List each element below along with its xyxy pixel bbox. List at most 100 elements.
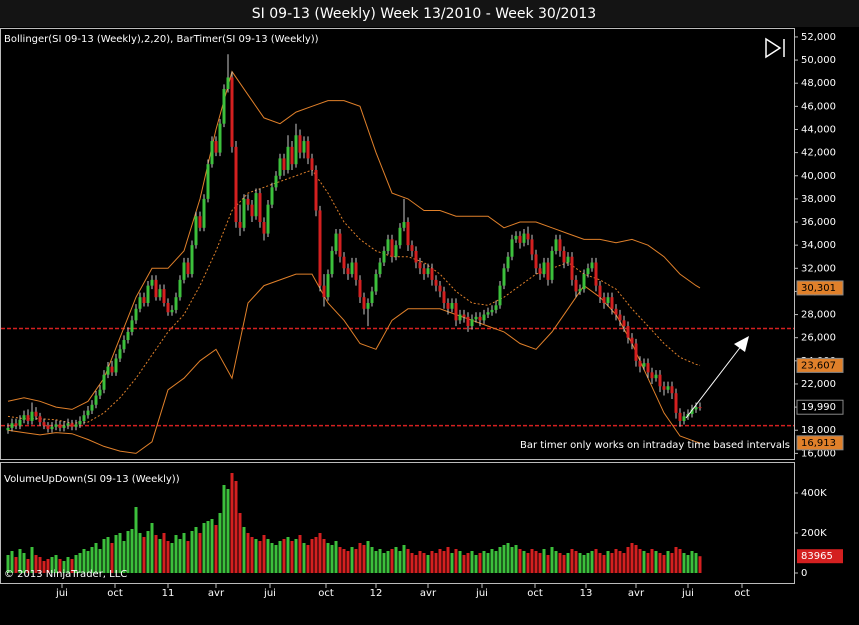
x-tick-label: oct [734, 588, 750, 599]
candle-body [550, 250, 554, 280]
candle-body [282, 158, 286, 170]
volume-bar [286, 537, 290, 573]
volume-bar [686, 555, 690, 573]
candle-body [534, 254, 538, 269]
x-tick-label: 13 [580, 588, 593, 599]
volume-bar [250, 537, 254, 573]
volume-bar [382, 553, 386, 573]
candle-body [386, 239, 390, 251]
candle-body [626, 326, 630, 338]
volume-panel [0, 462, 795, 584]
candle-body [338, 233, 342, 257]
candle-body [634, 343, 638, 361]
volume-bar [430, 551, 434, 573]
candle-body [630, 337, 634, 344]
volume-bar [294, 539, 298, 573]
candle-body [142, 297, 146, 303]
volume-bar [334, 541, 338, 573]
candle-body [342, 256, 346, 269]
candle-body [458, 314, 462, 321]
volume-bar [666, 551, 670, 573]
volume-bar [402, 545, 406, 573]
candle-body [30, 411, 34, 421]
candle-body [658, 374, 662, 387]
bollinger-lower [7, 273, 701, 454]
y-tick-label: 28,000 [801, 310, 836, 321]
candle-body [126, 331, 130, 341]
volume-bar [670, 553, 674, 573]
y-tick-label: 32,000 [801, 263, 836, 274]
volume-bar [106, 537, 110, 573]
candle-body [330, 250, 334, 275]
volume-bar [210, 519, 214, 573]
volume-bar [366, 541, 370, 573]
candle-body [418, 262, 422, 269]
candle-body [670, 386, 674, 394]
volume-bar [266, 539, 270, 573]
volume-bar [698, 556, 702, 573]
value-flag-label: 30,301 [801, 283, 836, 294]
volume-bar [34, 555, 38, 573]
candle-body [622, 320, 626, 327]
volume-bar [122, 541, 126, 573]
candle-body [74, 424, 78, 427]
candle-body [174, 297, 178, 310]
volume-bar [314, 537, 318, 573]
volume-label: VolumeUpDown(SI 09-13 (Weekly)) [4, 474, 180, 485]
candle-body [514, 235, 518, 240]
play-triangle[interactable] [765, 37, 782, 59]
arrow [685, 336, 749, 419]
candle-body [578, 289, 582, 292]
candle-body [478, 316, 482, 321]
volume-bar [182, 533, 186, 573]
candle-body [306, 141, 310, 159]
plot [1, 54, 794, 573]
x-tick-label: avr [628, 588, 645, 599]
y-tick-label: 44,000 [801, 124, 836, 135]
candle-body [114, 358, 118, 373]
indicator-label: Bollinger(SI 09-13 (Weekly),2,20), BarTi… [4, 34, 319, 45]
chart-title: SI 09-13 (Weekly) Week 13/2010 - Week 30… [252, 6, 596, 22]
candle-body [566, 256, 570, 263]
candle-body [694, 407, 698, 410]
play-icon[interactable] [765, 37, 785, 59]
volume-bar [306, 545, 310, 573]
value-flag-label: 16,913 [801, 438, 836, 449]
candle-body [606, 297, 610, 303]
candle-body [246, 198, 250, 205]
candle-body [498, 285, 502, 306]
candle-body [646, 363, 650, 373]
candle-body [42, 422, 46, 426]
volume-bar [378, 549, 382, 573]
candle-body [570, 256, 574, 280]
volume-bar [298, 535, 302, 573]
candle-body [178, 279, 182, 298]
volume-bar [330, 545, 334, 573]
candle-body [106, 366, 110, 375]
volume-bar [418, 551, 422, 573]
volume-bar [190, 531, 194, 573]
volume-bar [650, 549, 654, 573]
candle-body [86, 410, 90, 416]
volume-bar [590, 551, 594, 573]
volume-bar [394, 547, 398, 573]
volume-bar [682, 553, 686, 573]
volume-bar [166, 541, 170, 573]
volume-bar [142, 537, 146, 573]
volume-bar [282, 539, 286, 573]
candle-body [546, 262, 550, 280]
volume-bar [554, 551, 558, 573]
volume-bar [422, 553, 426, 573]
volume-bar [70, 559, 74, 573]
y-tick-label: 46,000 [801, 101, 836, 112]
candle-body [278, 158, 282, 176]
volume-bar [154, 535, 158, 573]
volume-bar [254, 539, 258, 573]
volume-bar [178, 539, 182, 573]
volume-bar [46, 559, 50, 573]
volume-bar [446, 547, 450, 573]
volume-bar [338, 547, 342, 573]
candle-body [130, 320, 134, 332]
candle-body [642, 363, 646, 367]
